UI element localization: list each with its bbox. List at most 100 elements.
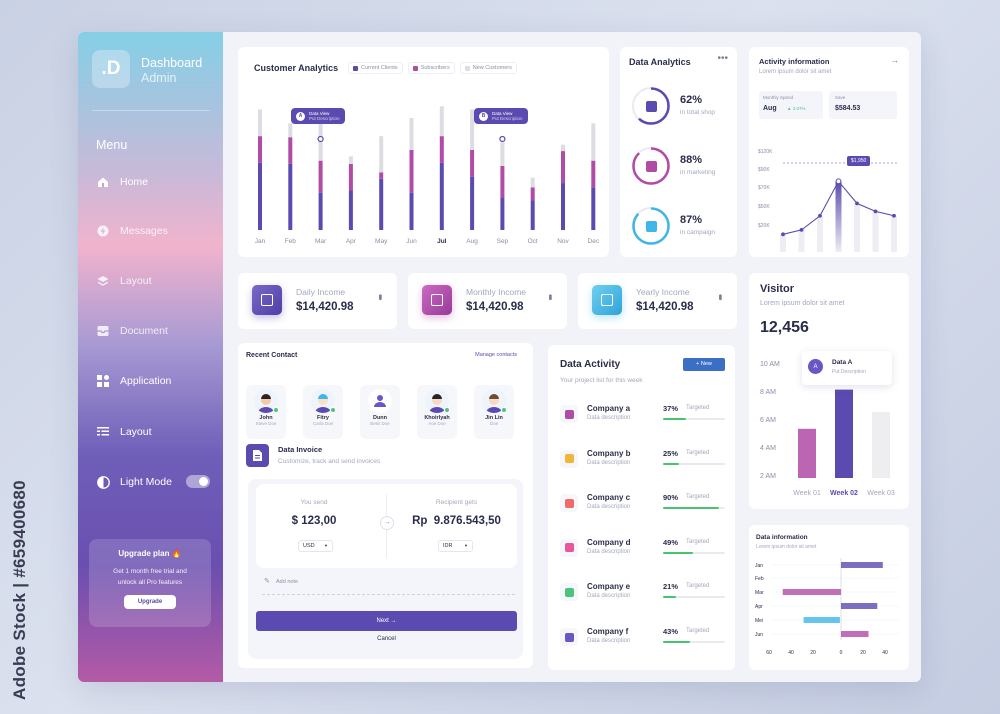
visitor-bar[interactable]	[798, 428, 816, 478]
sidebar-item-layout-2[interactable]: Layout	[96, 423, 216, 441]
bar-segment[interactable]	[379, 172, 384, 179]
light-mode-toggle[interactable]	[186, 475, 210, 488]
data-point[interactable]	[781, 232, 785, 237]
bar-segment[interactable]	[561, 183, 565, 230]
activity-row[interactable]: Company a Data description 37% Targeted	[560, 402, 725, 432]
bar-segment[interactable]	[561, 151, 565, 184]
bar-segment[interactable]	[348, 163, 353, 191]
bar-segment[interactable]	[470, 176, 475, 230]
data-point[interactable]	[835, 178, 842, 185]
legend-item[interactable]: Current Clients	[348, 62, 403, 74]
activity-row[interactable]: Company e Data description 21% Targeted	[560, 580, 725, 610]
more-options-icon[interactable]: •••	[374, 294, 385, 299]
bar-segment[interactable]	[288, 163, 293, 230]
progress-fill	[663, 551, 694, 554]
range-bar[interactable]	[841, 562, 883, 568]
range-bar[interactable]	[841, 603, 878, 609]
bar-segment[interactable]	[591, 187, 596, 230]
activity-row[interactable]: Company d Data description 49% Targeted	[560, 536, 725, 566]
contact-role: Betis Doe	[370, 421, 390, 426]
recipient-currency-select[interactable]: IDR ▼	[438, 540, 473, 552]
data-point[interactable]	[818, 213, 822, 218]
bar-segment[interactable]	[379, 136, 384, 173]
add-note-input[interactable]: Add note	[276, 579, 299, 585]
bar-segment[interactable]	[530, 177, 535, 188]
more-options-icon[interactable]: •••	[544, 294, 555, 299]
bar-segment[interactable]	[348, 156, 353, 164]
upgrade-button[interactable]: Upgrade	[123, 595, 177, 609]
contact-role: Doe	[489, 421, 499, 426]
bar-segment[interactable]	[500, 142, 505, 166]
yearly-income-card[interactable]: Yearly Income $14,420.98 •••	[578, 273, 737, 329]
more-options-icon[interactable]: •••	[714, 294, 725, 299]
bar-segment[interactable]	[288, 137, 293, 164]
bar-segment[interactable]	[591, 123, 596, 161]
bar-segment[interactable]	[561, 144, 565, 152]
more-options-icon[interactable]: •••	[717, 53, 728, 64]
bar-segment[interactable]	[318, 160, 323, 193]
bar-segment[interactable]	[530, 187, 535, 201]
category-icon	[646, 221, 657, 232]
cancel-button[interactable]: Cancel	[377, 636, 396, 642]
apps-grid-icon	[96, 374, 110, 388]
data-point[interactable]	[855, 201, 859, 206]
activity-row[interactable]: Company c Data description 90% Targeted	[560, 491, 725, 521]
monthly-income-card[interactable]: Monthly Income $14,420.98 •••	[408, 273, 567, 329]
bar-segment[interactable]	[439, 136, 444, 163]
activity-tooltip: $1,950	[847, 156, 871, 166]
contact-card[interactable]: Khoirlyah Aoe Doe	[417, 385, 457, 439]
bar-segment[interactable]	[470, 150, 475, 177]
sidebar-item-layout[interactable]: Layout	[96, 272, 216, 290]
swap-arrow-icon[interactable]: →	[380, 516, 394, 530]
contact-card[interactable]: Fitry Carla Doe	[303, 385, 343, 439]
contact-card[interactable]: John Steve Doe	[246, 385, 286, 439]
bar-segment[interactable]	[409, 150, 414, 193]
activity-row[interactable]: Company b Data description 25% Targeted	[560, 447, 725, 477]
contact-card[interactable]: Dunn Betis Doe	[360, 385, 400, 439]
sidebar-item-messages[interactable]: Messages	[96, 222, 216, 240]
bar-segment[interactable]	[409, 118, 414, 150]
bar-segment[interactable]	[348, 190, 353, 230]
visitor-bar[interactable]	[835, 389, 853, 478]
bar-segment[interactable]	[288, 123, 293, 138]
bar-segment[interactable]	[439, 162, 444, 230]
range-bar[interactable]	[782, 589, 841, 595]
bar-segment[interactable]	[258, 136, 262, 163]
save-box: Save $584.53	[829, 91, 897, 119]
sidebar-item-application[interactable]: Application	[96, 372, 216, 390]
bar-segment[interactable]	[439, 106, 444, 137]
bar-segment[interactable]	[258, 162, 262, 230]
upgrade-title: Upgrade plan 🔥	[118, 549, 182, 558]
data-point[interactable]	[892, 213, 896, 218]
bar-segment[interactable]	[591, 160, 596, 188]
bar-segment[interactable]	[530, 200, 535, 230]
you-send-value[interactable]: $ 123,00	[291, 515, 337, 527]
bar-segment[interactable]	[500, 166, 505, 198]
manage-contacts-link[interactable]: Manage contacts	[475, 352, 517, 358]
next-button[interactable]: Next →	[256, 611, 517, 631]
legend-item[interactable]: Subscribers	[407, 62, 455, 74]
send-currency-select[interactable]: USD ▼	[298, 540, 333, 552]
new-button[interactable]: + New	[683, 358, 725, 371]
range-bar[interactable]	[841, 631, 869, 637]
range-bar[interactable]	[803, 617, 840, 623]
visitor-bar[interactable]	[872, 412, 890, 478]
contact-name: Dunn	[372, 415, 388, 421]
data-point[interactable]	[799, 228, 804, 232]
bar-segment[interactable]	[379, 178, 384, 230]
arrow-right-icon[interactable]: →	[890, 55, 899, 65]
legend-item[interactable]: New Customers	[459, 62, 517, 74]
sidebar-item-document[interactable]: Document	[96, 322, 216, 340]
sidebar-item-home[interactable]: Home	[96, 173, 216, 191]
contact-card[interactable]: Jin Lin Doe	[474, 385, 514, 439]
sidebar-item-label: Layout	[120, 275, 152, 287]
data-point[interactable]	[873, 209, 878, 214]
bar-segment[interactable]	[409, 192, 414, 230]
activity-row[interactable]: Company f Data description 43% Targeted	[560, 625, 725, 655]
daily-income-card[interactable]: Daily Income $14,420.98 •••	[238, 273, 397, 329]
company-name: Company a	[587, 404, 631, 413]
bar-segment[interactable]	[470, 109, 475, 150]
bar-segment[interactable]	[318, 192, 323, 230]
bar-segment[interactable]	[258, 109, 262, 137]
bar-segment[interactable]	[500, 198, 505, 230]
